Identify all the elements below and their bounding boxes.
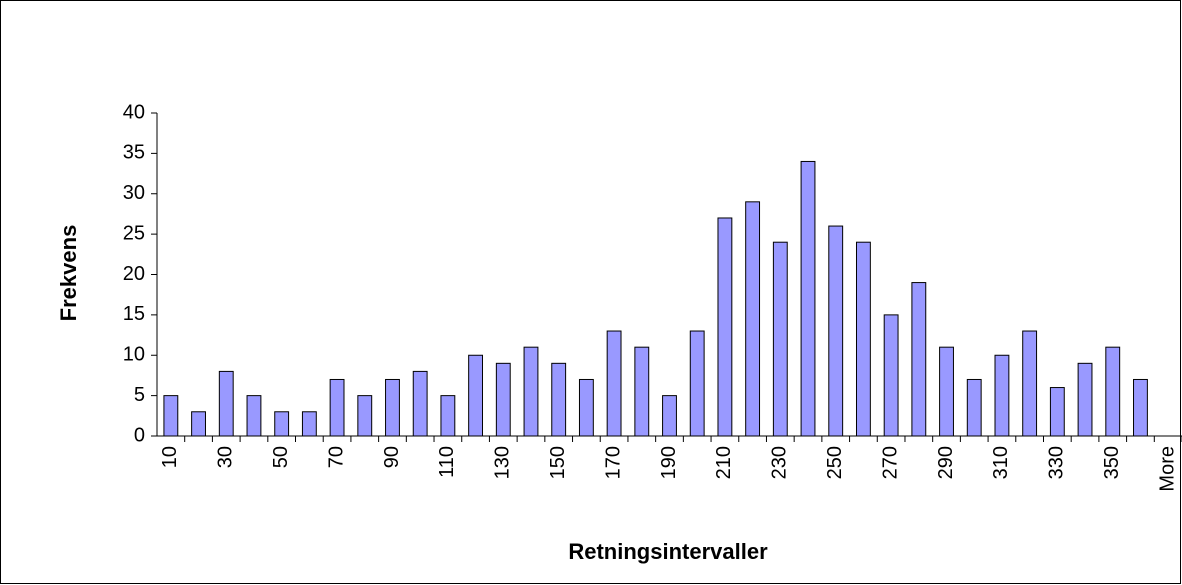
bar: [772, 241, 788, 437]
x-tick-label: 290: [935, 446, 957, 479]
y-tick-label: 30: [123, 182, 145, 204]
x-tick-label: 150: [547, 446, 569, 479]
bar: [523, 346, 539, 437]
bar: [578, 378, 594, 437]
bar: [1077, 362, 1093, 437]
x-tick-label: 310: [990, 446, 1012, 479]
x-tick-label: 190: [658, 446, 680, 479]
bar: [828, 225, 844, 437]
bar: [662, 395, 677, 437]
bar: [301, 411, 317, 437]
bar: [551, 362, 567, 437]
bar: [689, 330, 705, 437]
y-axis-title: Frekvens: [56, 225, 81, 322]
bar: [495, 362, 511, 437]
bar: [385, 378, 400, 437]
bar: [440, 395, 456, 437]
bar: [246, 395, 262, 437]
x-tick-label: 210: [713, 446, 735, 479]
bar: [606, 330, 622, 437]
x-tick-label: 110: [436, 446, 458, 478]
bar: [163, 395, 179, 437]
bar: [1105, 346, 1121, 437]
bar: [966, 378, 982, 437]
x-tick-label: 350: [1101, 446, 1123, 479]
x-tick-label: 130: [492, 446, 514, 479]
bar: [883, 314, 899, 437]
bar: [717, 217, 733, 437]
bar: [939, 346, 954, 437]
bar: [1049, 387, 1065, 437]
y-tick-label: 25: [123, 222, 145, 244]
bar: [1133, 378, 1148, 437]
x-tick-label: 170: [602, 446, 624, 479]
y-tick-label: 35: [123, 142, 145, 164]
y-tick-label: 20: [123, 263, 145, 285]
y-tick-label: 5: [134, 384, 145, 406]
bar: [191, 411, 206, 437]
x-tick-label: 90: [381, 446, 403, 468]
x-tick-label: 50: [270, 446, 292, 468]
bar: [357, 395, 373, 437]
y-tick-label: 10: [123, 344, 145, 366]
x-tick-label: 330: [1046, 446, 1068, 479]
x-tick-label: 230: [769, 446, 791, 479]
bar: [855, 241, 871, 437]
y-tick-label: 15: [123, 303, 145, 325]
x-tick-label: 270: [879, 446, 901, 479]
bar: [800, 160, 816, 437]
x-tick-label: 10: [159, 446, 181, 468]
y-tick-label: 40: [123, 101, 145, 123]
bar: [634, 346, 650, 437]
bar: [274, 411, 290, 437]
x-tick-label: 30: [215, 446, 237, 468]
x-tick-label: More: [1156, 446, 1178, 492]
bar: [745, 201, 761, 437]
bar: [218, 370, 234, 437]
bar: [412, 370, 428, 437]
bar: [911, 282, 927, 437]
x-tick-label: 250: [824, 446, 846, 479]
bar: [994, 354, 1010, 437]
x-axis-title: Retningsintervaller: [568, 539, 768, 564]
bar: [1022, 330, 1038, 437]
y-tick-label: 0: [134, 424, 145, 446]
bar: [468, 354, 484, 437]
bar: [329, 378, 345, 437]
x-tick-label: 70: [325, 446, 347, 468]
